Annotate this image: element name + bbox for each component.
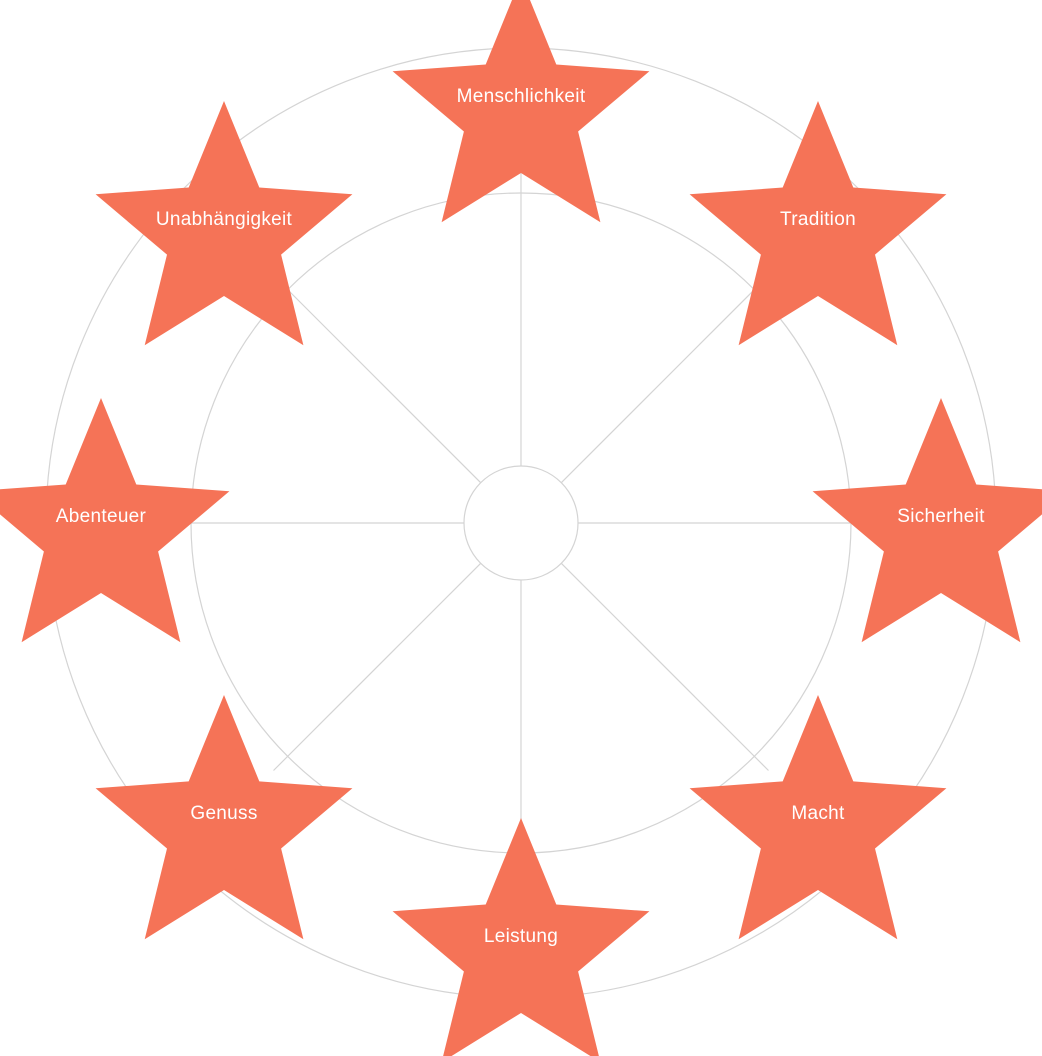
star-icon bbox=[689, 101, 947, 346]
star-sicherheit: Sicherheit bbox=[812, 398, 1042, 643]
star-label-leistung: Leistung bbox=[484, 926, 558, 947]
spoke-tradition bbox=[560, 275, 769, 484]
center-hub bbox=[463, 465, 579, 581]
star-unabhaengigkeit: Unabhängigkeit bbox=[95, 101, 353, 346]
star-tradition: Tradition bbox=[689, 101, 947, 346]
star-icon bbox=[392, 818, 650, 1056]
star-label-genuss: Genuss bbox=[190, 803, 257, 824]
star-icon bbox=[392, 0, 650, 223]
star-genuss: Genuss bbox=[95, 695, 353, 940]
star-label-menschlichkeit: Menschlichkeit bbox=[457, 86, 586, 107]
star-icon bbox=[0, 398, 230, 643]
spoke-genuss bbox=[273, 562, 482, 771]
star-abenteuer: Abenteuer bbox=[0, 398, 230, 643]
spoke-macht bbox=[560, 562, 769, 771]
star-icon bbox=[812, 398, 1042, 643]
spoke-unabhaengigkeit bbox=[273, 275, 482, 484]
star-icon bbox=[95, 695, 353, 940]
star-menschlichkeit: Menschlichkeit bbox=[392, 0, 650, 223]
spokes bbox=[171, 173, 871, 873]
star-label-tradition: Tradition bbox=[780, 209, 856, 230]
star-label-macht: Macht bbox=[791, 803, 845, 824]
star-macht: Macht bbox=[689, 695, 947, 940]
star-icon bbox=[95, 101, 353, 346]
star-icon bbox=[689, 695, 947, 940]
star-label-abenteuer: Abenteuer bbox=[56, 506, 147, 527]
star-label-sicherheit: Sicherheit bbox=[897, 506, 985, 527]
star-label-unabhaengigkeit: Unabhängigkeit bbox=[156, 209, 293, 230]
star-leistung: Leistung bbox=[392, 818, 650, 1056]
